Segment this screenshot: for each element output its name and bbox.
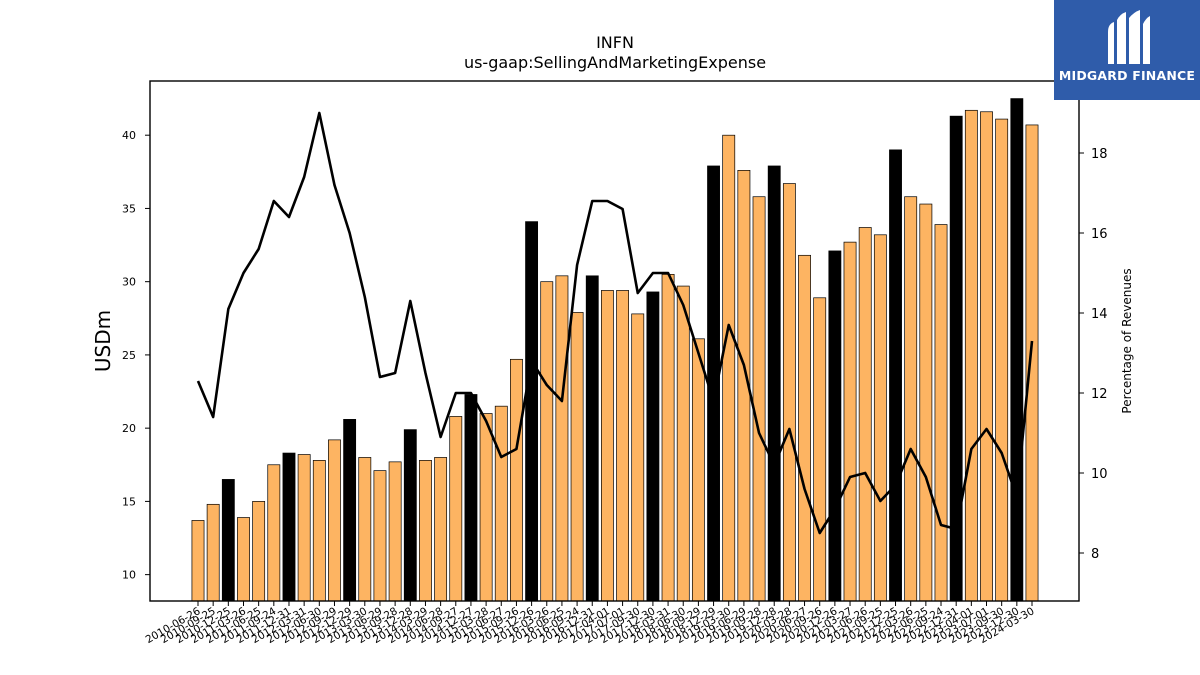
bar [828, 250, 842, 602]
bar [813, 297, 827, 602]
bar [373, 470, 387, 602]
bar [434, 457, 448, 602]
y2-tick-label: 12 [1091, 387, 1108, 402]
bar [964, 109, 978, 602]
bar [494, 405, 508, 602]
y-axis-right: 8 10 12 14 16 18 [1079, 147, 1108, 562]
bar [267, 464, 281, 602]
bar [191, 520, 205, 602]
bar [464, 394, 478, 602]
y2-tick-label: 8 [1091, 547, 1099, 562]
bar [600, 290, 614, 602]
bar [767, 165, 781, 602]
y-axis-left: 10 15 20 25 30 35 40 [122, 129, 150, 582]
bar [904, 196, 918, 602]
bar [388, 461, 402, 602]
bar [858, 227, 872, 602]
bar [646, 291, 660, 602]
bar [1010, 98, 1024, 602]
bar [934, 224, 948, 602]
bars [191, 98, 1039, 602]
bar [237, 517, 250, 602]
bar [980, 111, 993, 602]
percentage-line [196, 111, 1034, 535]
bar [358, 457, 372, 602]
bar [752, 196, 766, 602]
y-tick-label: 10 [122, 569, 136, 582]
bar [449, 416, 463, 602]
bar [312, 460, 326, 602]
brand-logo-icon [1108, 10, 1150, 64]
bar [585, 275, 599, 602]
bar [206, 503, 220, 602]
bar [555, 275, 569, 602]
bar [297, 454, 311, 602]
bar [798, 254, 811, 602]
bar [1025, 124, 1039, 602]
bar [676, 285, 690, 602]
chart-subtitle: us-gaap:SellingAndMarketingExpense [464, 53, 766, 72]
bar [403, 429, 417, 602]
bar [343, 419, 357, 602]
y2-tick-label: 18 [1091, 147, 1108, 162]
y-axis-label: USDm [91, 310, 115, 372]
bar [328, 439, 341, 602]
y2-tick-label: 14 [1091, 307, 1108, 322]
bar [782, 183, 796, 602]
bar [722, 134, 736, 602]
bar [252, 501, 266, 602]
y-tick-label: 15 [122, 495, 136, 508]
bar [616, 290, 630, 602]
bar [919, 203, 933, 602]
bar [873, 234, 887, 602]
bar [525, 221, 539, 602]
y-tick-label: 35 [122, 202, 136, 215]
y-tick-label: 20 [122, 422, 136, 435]
chart-title: INFN [596, 33, 634, 52]
y-tick-label: 25 [122, 349, 136, 362]
y-tick-label: 40 [122, 129, 136, 142]
bar [995, 118, 1009, 602]
bar [479, 413, 493, 602]
bar [843, 241, 857, 602]
brand-logo: MIDGARD FINANCE [1054, 0, 1200, 100]
brand-name: MIDGARD FINANCE [1058, 68, 1196, 83]
plot-frame [149, 80, 1080, 602]
y-tick-label: 30 [122, 276, 136, 289]
bar [540, 281, 554, 602]
bar [221, 479, 235, 602]
y2-axis-label: Percentage of Revenues [1120, 268, 1134, 413]
bar [282, 452, 296, 602]
bar [661, 274, 675, 602]
y2-tick-label: 10 [1091, 467, 1108, 482]
y2-tick-label: 16 [1091, 227, 1108, 242]
x-axis: 2010-06-262010-09-252010-12-252011-03-26… [144, 601, 1037, 646]
bar [570, 312, 584, 602]
bar [691, 338, 705, 602]
bar [631, 313, 645, 602]
percentage-line-path [196, 111, 1034, 535]
bar [889, 149, 902, 602]
bar [510, 358, 523, 602]
bar [419, 460, 432, 602]
